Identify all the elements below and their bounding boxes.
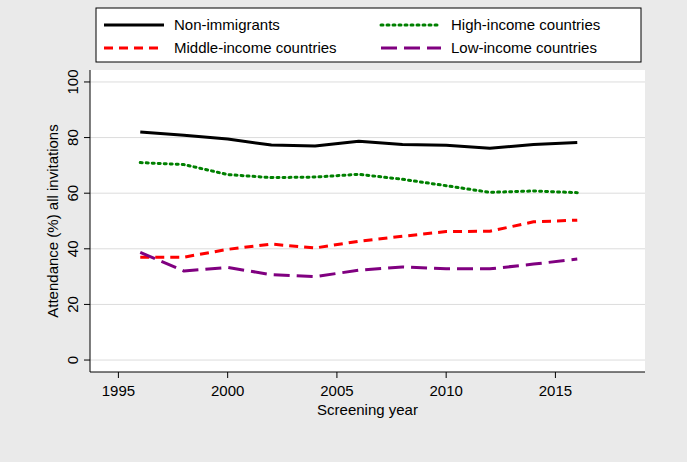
x-tick-label: 2015 (539, 382, 572, 399)
y-tick-label: 40 (64, 240, 81, 257)
series-line (140, 132, 577, 148)
legend-key (381, 24, 441, 27)
series-line (140, 163, 577, 193)
x-axis-label: Screening year (317, 401, 418, 418)
y-tick-label: 80 (64, 129, 81, 146)
grid-line (90, 81, 645, 82)
x-tick-label: 2000 (211, 382, 244, 399)
legend-label: Low-income countries (451, 39, 597, 56)
legend-key (381, 47, 441, 50)
series-group (140, 132, 577, 277)
legend-label: High-income countries (451, 16, 600, 33)
grid-line (90, 304, 645, 305)
grid-line (90, 137, 645, 138)
grid-line (90, 248, 645, 249)
y-tick (84, 81, 90, 82)
legend: Non-immigrants High-income countries Middl… (96, 8, 641, 62)
x-tick (227, 372, 228, 378)
legend-label: Non-immigrants (174, 16, 280, 33)
legend-key (104, 24, 164, 27)
grid-line (90, 360, 645, 361)
y-tick-label: 20 (64, 296, 81, 313)
background (0, 0, 687, 462)
legend-key (104, 47, 164, 50)
series-line (140, 252, 577, 276)
y-tick (84, 248, 90, 249)
x-tick (555, 372, 556, 378)
y-tick-label: 60 (64, 185, 81, 202)
x-tick-label: 2005 (320, 382, 353, 399)
y-tick-label: 0 (64, 356, 81, 364)
chart: 0 20 40 60 80 100 1995 2000 2005 2010 2015 Screenin… (0, 0, 687, 462)
x-tick-label: 1995 (102, 382, 135, 399)
plot-area (90, 70, 645, 372)
legend-box (96, 8, 641, 62)
y-tick (84, 360, 90, 361)
y-tick (84, 193, 90, 194)
x-tick (118, 372, 119, 378)
legend-label: Middle-income countries (174, 39, 337, 56)
x-tick (336, 372, 337, 378)
grid-line (90, 193, 645, 194)
y-axis-label: Attendance (%) all invitations (44, 124, 61, 317)
y-tick (84, 137, 90, 138)
y-tick-label: 100 (64, 69, 81, 94)
x-axis (90, 372, 645, 373)
x-tick-label: 2010 (429, 382, 462, 399)
series-line (140, 220, 577, 257)
y-tick (84, 304, 90, 305)
x-tick (446, 372, 447, 378)
y-axis (90, 70, 91, 372)
